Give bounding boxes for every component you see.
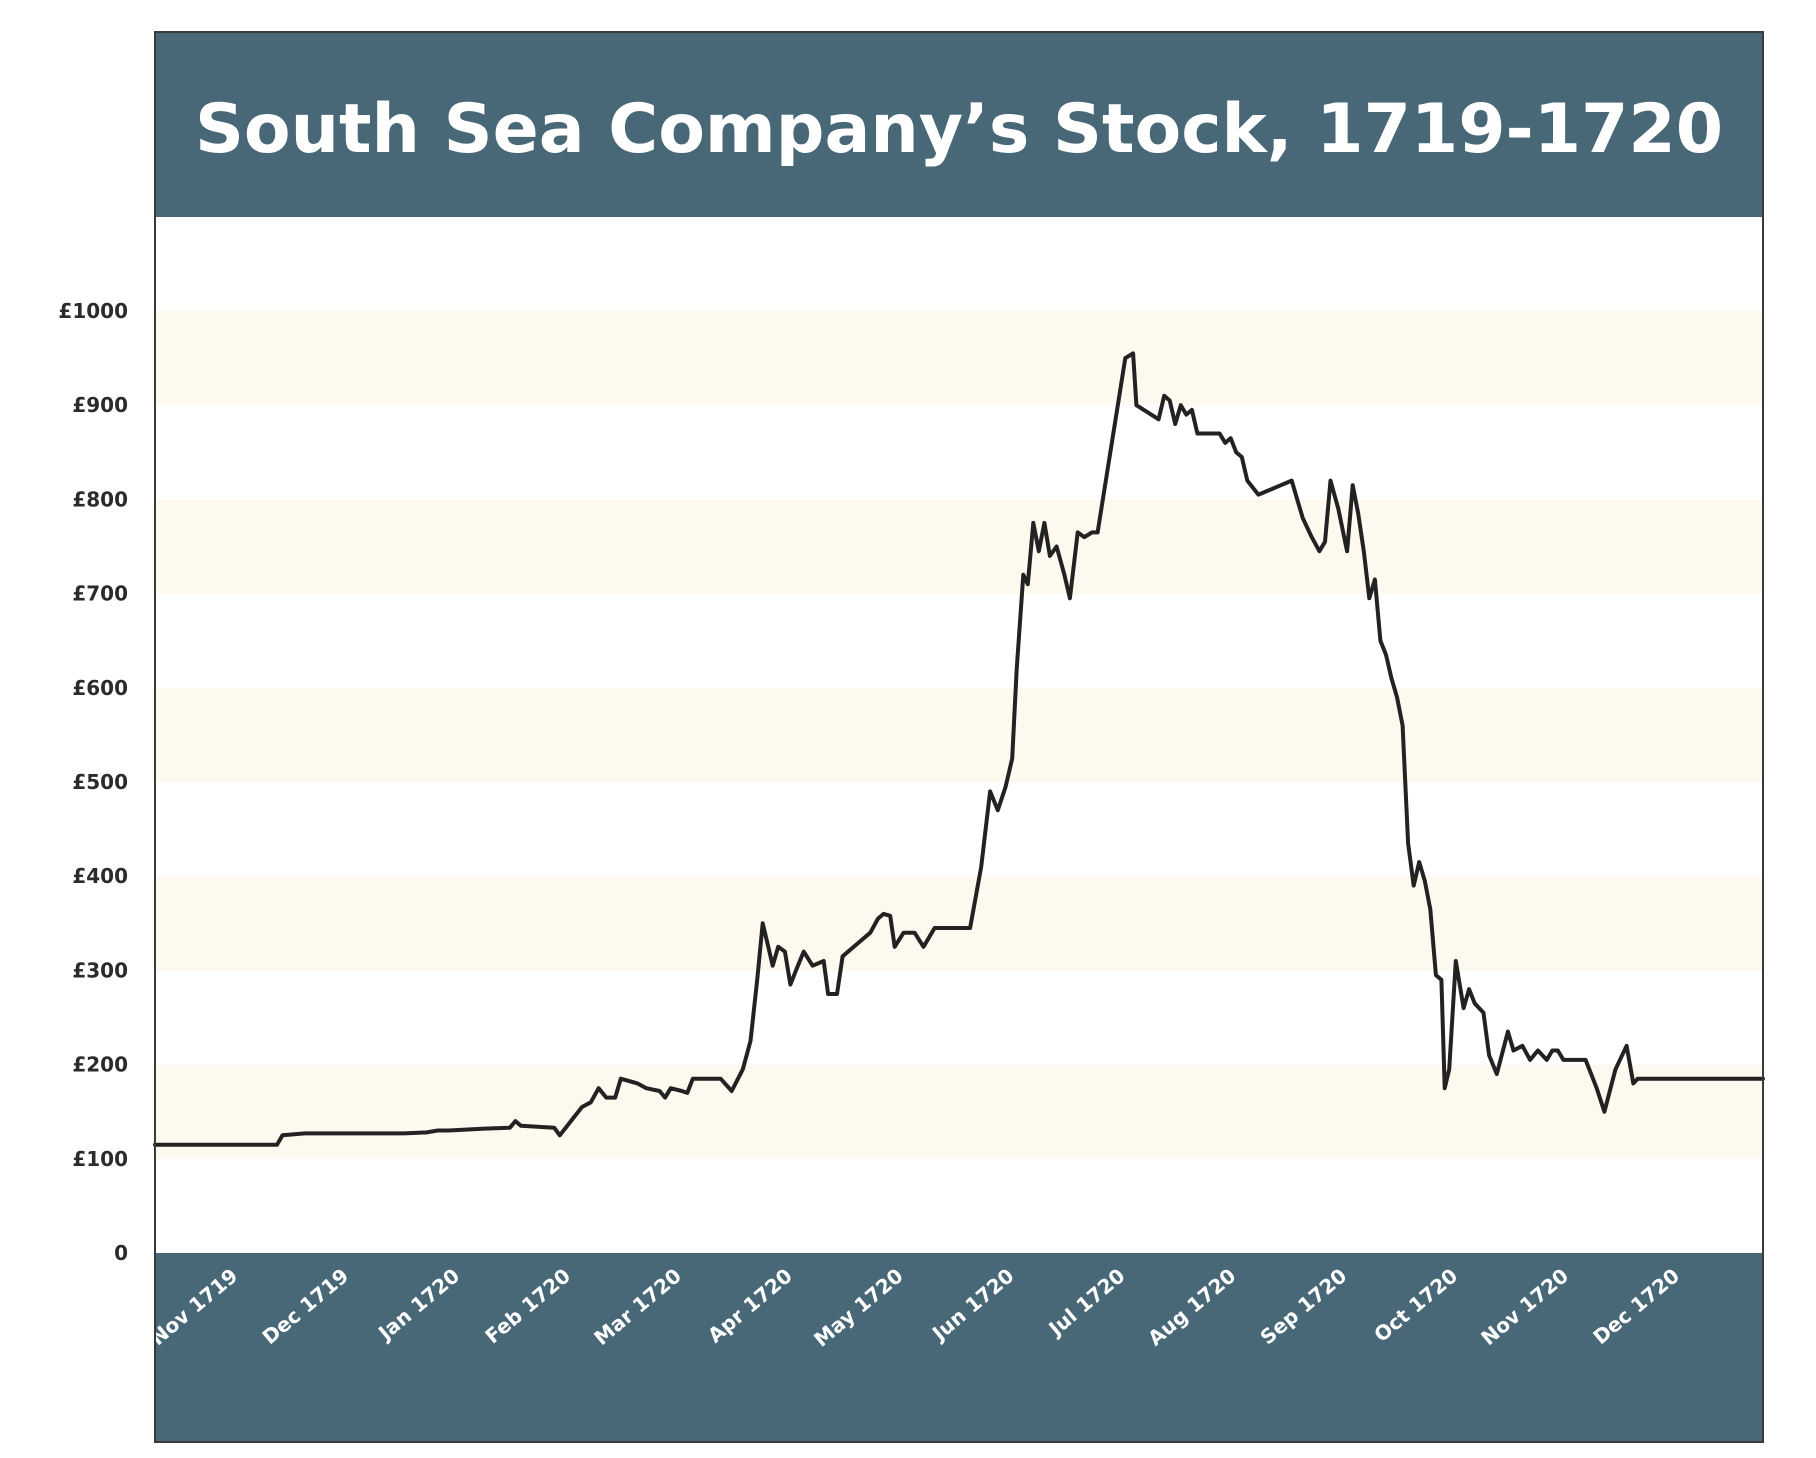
- y-tick-label: £300: [72, 958, 128, 982]
- grid-band: [155, 876, 1763, 971]
- y-tick-label: £900: [72, 393, 128, 417]
- chart-title: South Sea Company’s Stock, 1719-1720: [195, 90, 1723, 169]
- y-tick-label: £200: [72, 1053, 128, 1077]
- y-tick-label: £100: [72, 1147, 128, 1171]
- x-axis-band: [155, 1253, 1763, 1442]
- y-tick-label: £1000: [58, 299, 128, 323]
- y-tick-label: £700: [72, 582, 128, 606]
- stock-price-line: [153, 351, 1765, 1147]
- y-tick-label: 0: [114, 1241, 128, 1265]
- y-tick-label: £500: [72, 770, 128, 794]
- grid-band: [155, 499, 1763, 594]
- chart-frame: [154, 31, 1764, 1443]
- grid-band: [155, 311, 1763, 406]
- title-header-band: [155, 32, 1763, 217]
- y-tick-label: £600: [72, 676, 128, 700]
- gridline-bands: [155, 311, 1763, 1159]
- grid-band: [155, 1064, 1763, 1159]
- grid-band: [155, 687, 1763, 782]
- y-tick-label: £400: [72, 864, 128, 888]
- y-axis-ticks: 0 £100 £200 £300 £400 £500 £600 £700 £800 £900 £10…: [58, 299, 128, 1265]
- y-tick-label: £800: [72, 487, 128, 511]
